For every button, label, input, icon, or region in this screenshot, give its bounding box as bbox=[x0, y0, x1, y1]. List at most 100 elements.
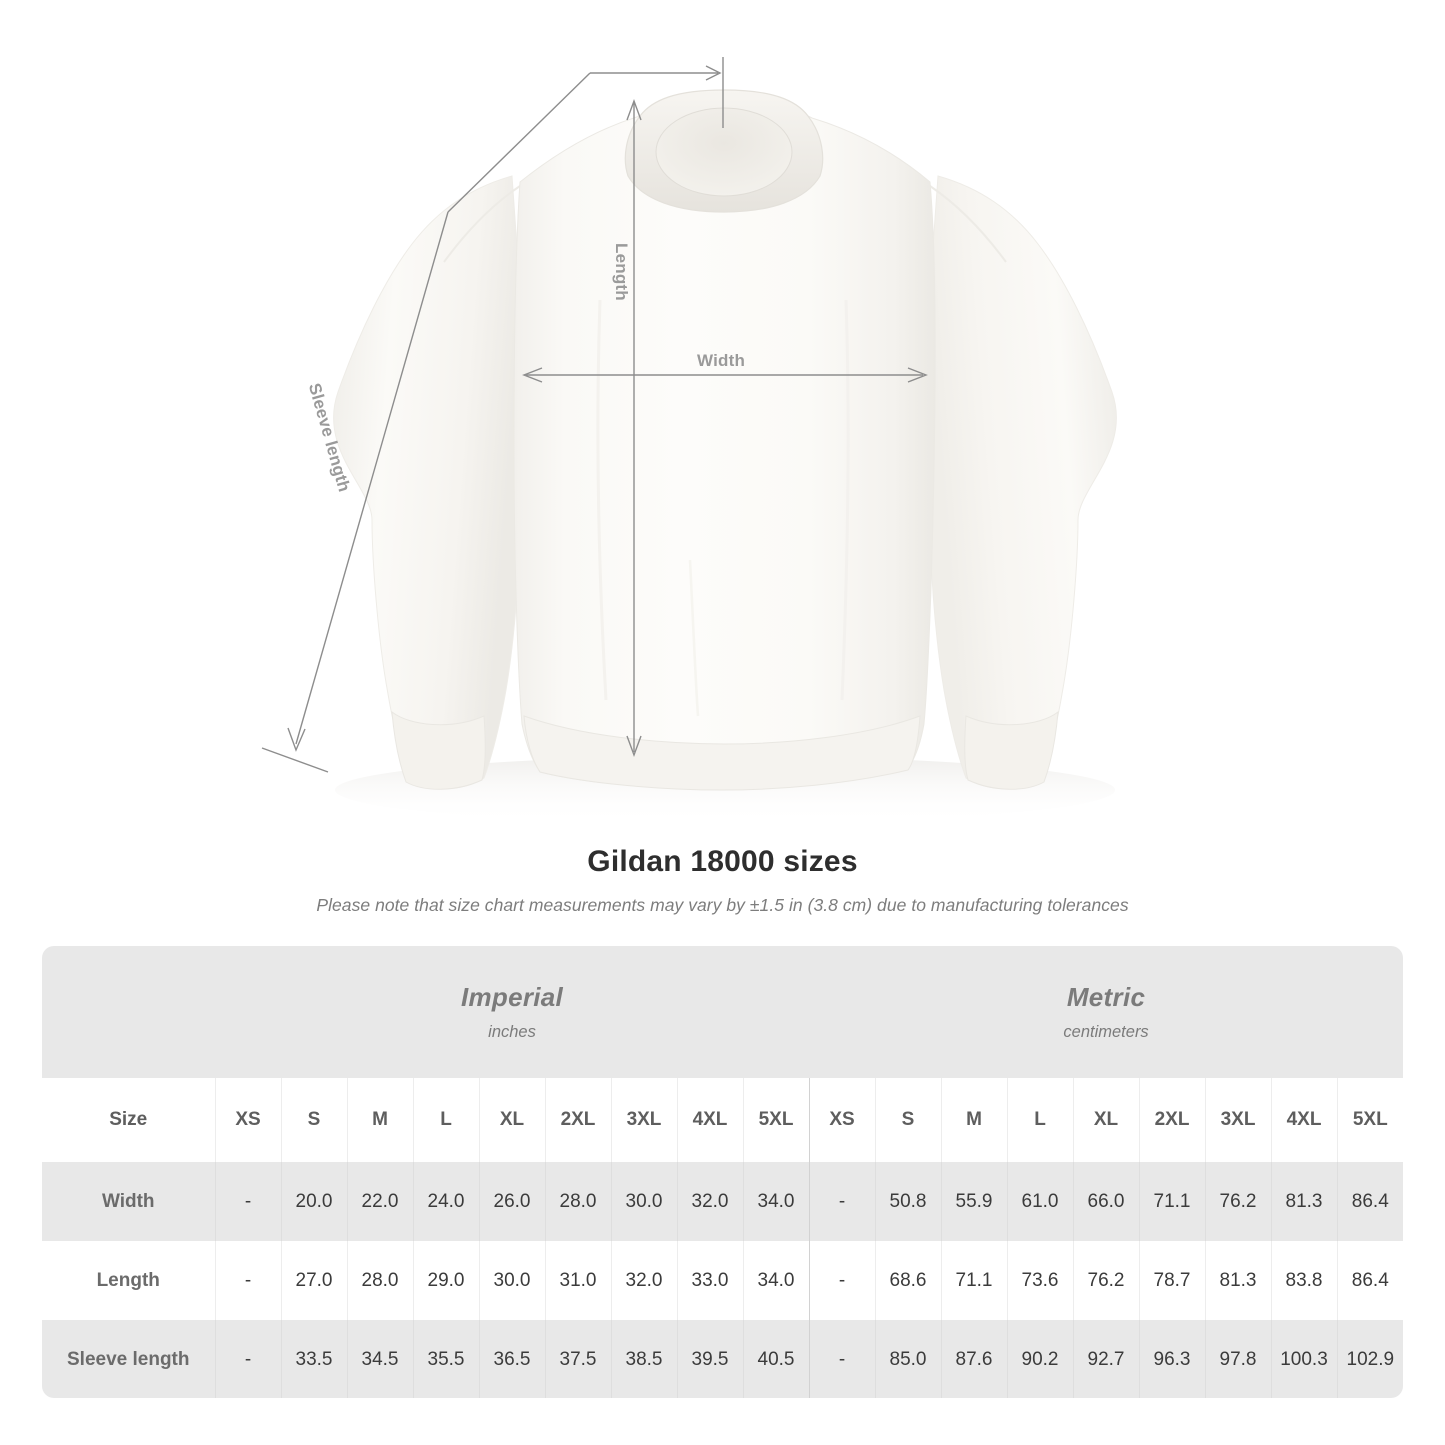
cell-imperial-length-xs: - bbox=[214, 1241, 281, 1320]
left-cuff bbox=[391, 710, 486, 790]
size-chart-table-container: Imperial inches Metric centimeters Size XS S M L… bbox=[42, 946, 1403, 1398]
cell-metric-sleeve-length-s: 85.0 bbox=[874, 1320, 942, 1398]
garment-illustration: Length Width Sleeve length bbox=[261, 57, 1117, 824]
cell-imperial-width-s: 20.0 bbox=[280, 1162, 347, 1241]
cell-imperial-width-xs: - bbox=[214, 1162, 281, 1241]
size-header-imperial-s: S bbox=[280, 1078, 347, 1162]
right-cuff bbox=[964, 710, 1059, 790]
cell-metric-width-xs: - bbox=[808, 1162, 876, 1241]
cell-imperial-length-l: 29.0 bbox=[412, 1241, 479, 1320]
cell-metric-width-2xl: 71.1 bbox=[1138, 1162, 1206, 1241]
sleeve-bottom-tick bbox=[261, 747, 329, 773]
cell-metric-length-s: 68.6 bbox=[874, 1241, 942, 1320]
length-arrowhead-top bbox=[626, 98, 642, 121]
cell-imperial-width-5xl: 34.0 bbox=[742, 1162, 810, 1241]
cell-metric-length-2xl: 78.7 bbox=[1138, 1241, 1206, 1320]
cell-metric-length-3xl: 81.3 bbox=[1204, 1241, 1272, 1320]
size-column-header: Size bbox=[42, 1078, 215, 1162]
size-header-imperial-5xl: 5XL bbox=[742, 1078, 810, 1162]
cell-metric-length-m: 71.1 bbox=[940, 1241, 1008, 1320]
size-header-metric-5xl: 5XL bbox=[1336, 1078, 1403, 1162]
cell-imperial-sleeve-length-2xl: 37.5 bbox=[544, 1320, 611, 1398]
unit-name: Imperial bbox=[460, 982, 564, 1012]
sleeve-leader-arrowhead bbox=[705, 65, 722, 81]
tolerance-note: Please note that size chart measurements… bbox=[316, 895, 1129, 915]
title-block: Gildan 18000 sizes Please note that size… bbox=[0, 845, 1445, 916]
width-arrowhead-right bbox=[907, 367, 928, 383]
bottom-hem bbox=[523, 715, 921, 791]
cell-imperial-width-l: 24.0 bbox=[412, 1162, 479, 1241]
length-arrowhead-bottom bbox=[626, 735, 642, 758]
sleeve-line-lower bbox=[295, 211, 449, 745]
cell-metric-width-4xl: 81.3 bbox=[1270, 1162, 1338, 1241]
cell-metric-sleeve-length-xl: 92.7 bbox=[1072, 1320, 1140, 1398]
cell-imperial-length-2xl: 31.0 bbox=[544, 1241, 611, 1320]
cell-imperial-sleeve-length-m: 34.5 bbox=[346, 1320, 413, 1398]
size-header-row: Size XS S M L XL 2XL 3XL 4XL 5XL XS S M L XL 2XL 3XL 4XL 5… bbox=[42, 1078, 1403, 1162]
size-header-imperial-3xl: 3XL bbox=[610, 1078, 677, 1162]
cell-metric-width-l: 61.0 bbox=[1006, 1162, 1074, 1241]
cell-imperial-sleeve-length-5xl: 40.5 bbox=[742, 1320, 810, 1398]
right-sleeve bbox=[929, 175, 1117, 790]
cell-imperial-sleeve-length-4xl: 39.5 bbox=[676, 1320, 743, 1398]
cell-imperial-length-m: 28.0 bbox=[346, 1241, 413, 1320]
cell-metric-length-5xl: 86.4 bbox=[1336, 1241, 1403, 1320]
cell-imperial-width-m: 22.0 bbox=[346, 1162, 413, 1241]
size-header-imperial-m: M bbox=[346, 1078, 413, 1162]
table-row: Length -27.0 28.0 29.0 30.0 31.0 32.0 33.0 34.0-… bbox=[42, 1241, 1403, 1320]
size-chart-table: Imperial inches Metric centimeters Size XS S M L… bbox=[42, 946, 1403, 1398]
size-header-metric-l: L bbox=[1006, 1078, 1074, 1162]
unit-header-spacer bbox=[42, 946, 215, 1078]
row-label-length: Length bbox=[42, 1241, 215, 1320]
cell-metric-width-5xl: 86.4 bbox=[1336, 1162, 1403, 1241]
cell-metric-length-4xl: 83.8 bbox=[1270, 1241, 1338, 1320]
cell-metric-sleeve-length-xs: - bbox=[808, 1320, 876, 1398]
sleeve-arrowhead-bottom bbox=[287, 727, 306, 752]
cell-imperial-length-xl: 30.0 bbox=[478, 1241, 545, 1320]
size-header-imperial-xs: XS bbox=[214, 1078, 281, 1162]
size-header-metric-xl: XL bbox=[1072, 1078, 1140, 1162]
width-arrowhead-left bbox=[522, 367, 543, 383]
cell-imperial-sleeve-length-xs: - bbox=[214, 1320, 281, 1398]
left-sleeve bbox=[333, 175, 521, 790]
unit-header-imperial: Imperial inches bbox=[215, 946, 810, 1078]
unit-subtitle: inches bbox=[488, 1023, 536, 1041]
cell-metric-length-l: 73.6 bbox=[1006, 1241, 1074, 1320]
cell-imperial-length-s: 27.0 bbox=[280, 1241, 347, 1320]
cell-imperial-sleeve-length-l: 35.5 bbox=[412, 1320, 479, 1398]
size-header-imperial-l: L bbox=[412, 1078, 479, 1162]
sleeve-line-upper bbox=[447, 72, 591, 213]
cell-metric-sleeve-length-2xl: 96.3 bbox=[1138, 1320, 1206, 1398]
cell-imperial-sleeve-length-3xl: 38.5 bbox=[610, 1320, 677, 1398]
cell-metric-length-xs: - bbox=[808, 1241, 876, 1320]
size-header-imperial-xl: XL bbox=[478, 1078, 545, 1162]
size-header-metric-4xl: 4XL bbox=[1270, 1078, 1338, 1162]
cell-imperial-length-3xl: 32.0 bbox=[610, 1241, 677, 1320]
cell-metric-width-s: 50.8 bbox=[874, 1162, 942, 1241]
unit-subtitle: centimeters bbox=[1063, 1023, 1149, 1041]
cell-imperial-width-3xl: 30.0 bbox=[610, 1162, 677, 1241]
cell-imperial-width-2xl: 28.0 bbox=[544, 1162, 611, 1241]
unit-name: Metric bbox=[1066, 982, 1146, 1012]
cell-metric-width-3xl: 76.2 bbox=[1204, 1162, 1272, 1241]
size-header-metric-xs: XS bbox=[808, 1078, 876, 1162]
sweatshirt-diagram bbox=[261, 57, 1117, 824]
size-header-metric-2xl: 2XL bbox=[1138, 1078, 1206, 1162]
length-dimension-label: Length bbox=[612, 243, 631, 301]
cell-metric-sleeve-length-l: 90.2 bbox=[1006, 1320, 1074, 1398]
width-dimension-label: Width bbox=[697, 351, 746, 370]
page-title: Gildan 18000 sizes bbox=[587, 845, 858, 878]
unit-header-metric: Metric centimeters bbox=[809, 946, 1403, 1078]
cell-imperial-sleeve-length-xl: 36.5 bbox=[478, 1320, 545, 1398]
cell-metric-width-m: 55.9 bbox=[940, 1162, 1008, 1241]
size-header-metric-m: M bbox=[940, 1078, 1008, 1162]
size-header-metric-s: S bbox=[874, 1078, 942, 1162]
cell-imperial-sleeve-length-s: 33.5 bbox=[280, 1320, 347, 1398]
cell-imperial-length-5xl: 34.0 bbox=[742, 1241, 810, 1320]
table-row: Sleeve length -33.5 34.5 35.5 36.5 37.5 38.5 39… bbox=[42, 1320, 1403, 1398]
table-row: Width -20.0 22.0 24.0 26.0 28.0 30.0 32.0 34.0-5… bbox=[42, 1162, 1403, 1241]
measurement-lines bbox=[261, 57, 928, 773]
cell-metric-sleeve-length-m: 87.6 bbox=[940, 1320, 1008, 1398]
cell-metric-width-xl: 66.0 bbox=[1072, 1162, 1140, 1241]
